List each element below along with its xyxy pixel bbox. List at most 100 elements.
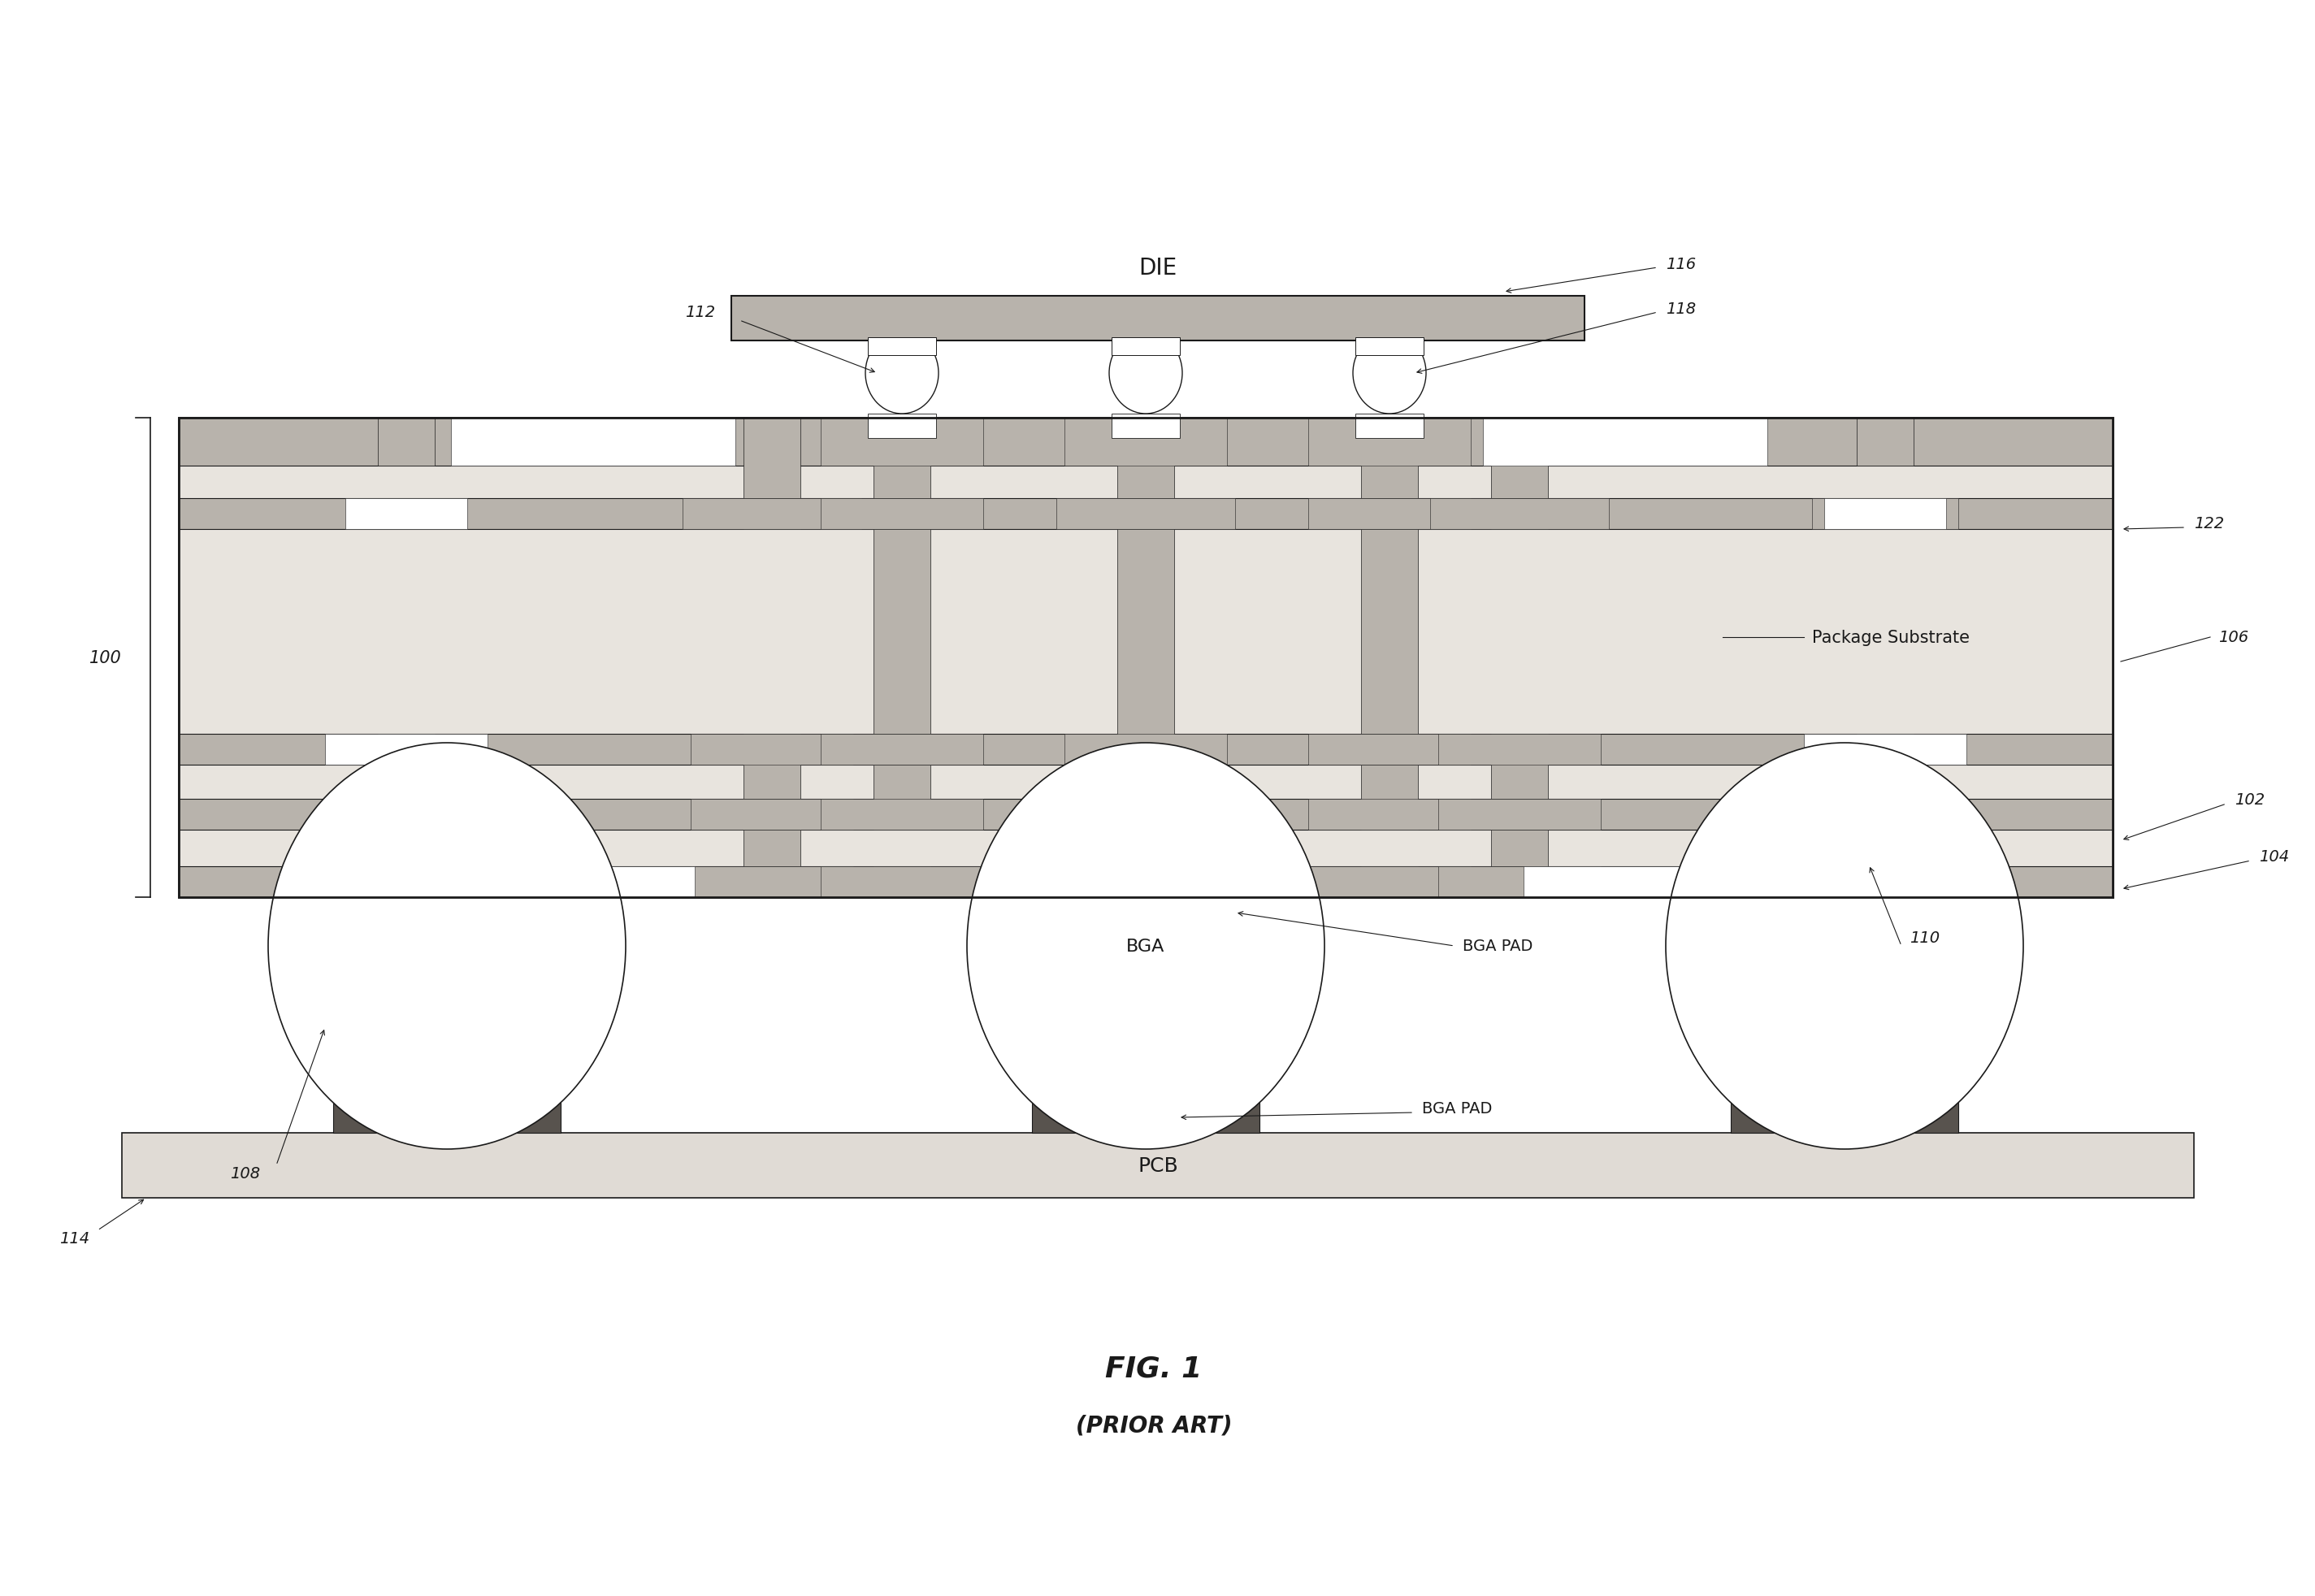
Bar xyxy=(1803,734,1965,764)
Bar xyxy=(868,415,935,439)
Bar xyxy=(377,418,435,466)
Ellipse shape xyxy=(1667,744,2023,1149)
Bar xyxy=(1065,418,1227,466)
Bar xyxy=(1857,418,1915,466)
Bar xyxy=(178,418,2114,466)
Bar xyxy=(1491,498,1549,530)
Bar xyxy=(178,418,2114,897)
Bar xyxy=(1361,418,1417,498)
Bar xyxy=(743,418,801,498)
Text: BGA PAD: BGA PAD xyxy=(1463,938,1533,954)
Text: 116: 116 xyxy=(1667,257,1697,271)
Ellipse shape xyxy=(1109,334,1183,415)
Bar xyxy=(1732,897,1958,929)
Bar xyxy=(1118,800,1174,867)
Bar xyxy=(333,897,560,929)
Bar xyxy=(822,800,984,830)
Bar xyxy=(1438,867,1600,897)
Text: (PRIOR ART): (PRIOR ART) xyxy=(1076,1414,1232,1436)
Bar xyxy=(1354,415,1424,439)
Bar xyxy=(377,867,435,897)
Bar xyxy=(1111,338,1181,356)
Bar xyxy=(1308,867,1470,897)
Bar xyxy=(1857,800,1915,830)
Ellipse shape xyxy=(269,744,625,1149)
Bar xyxy=(324,867,488,897)
Bar xyxy=(491,867,694,897)
Bar xyxy=(178,466,2114,498)
Text: 102: 102 xyxy=(2234,792,2264,808)
Text: 106: 106 xyxy=(2218,630,2248,645)
Bar xyxy=(1803,867,1965,897)
Bar xyxy=(743,734,801,800)
Bar xyxy=(1484,418,1766,466)
Bar xyxy=(743,830,801,867)
Bar xyxy=(178,867,2114,897)
Bar xyxy=(333,1103,560,1133)
Bar xyxy=(1824,498,1947,530)
Bar xyxy=(1857,867,1915,897)
Bar xyxy=(743,498,801,530)
Bar xyxy=(822,734,984,764)
Bar xyxy=(1732,1103,1958,1133)
Bar xyxy=(873,867,931,897)
Bar xyxy=(822,418,984,466)
Bar xyxy=(1111,415,1181,439)
Bar xyxy=(1118,418,1174,498)
Bar xyxy=(178,498,2114,530)
Bar xyxy=(690,734,854,764)
Text: 112: 112 xyxy=(685,305,715,321)
Bar xyxy=(1032,1103,1259,1133)
Text: DIE: DIE xyxy=(1139,257,1176,279)
Bar xyxy=(1857,734,1915,764)
Bar xyxy=(1431,498,1609,530)
Text: 114: 114 xyxy=(60,1231,90,1246)
Bar xyxy=(178,830,2114,867)
Bar xyxy=(377,734,435,764)
Bar xyxy=(822,867,984,897)
Bar xyxy=(1118,867,1174,897)
Text: FIG. 1: FIG. 1 xyxy=(1104,1355,1201,1382)
Bar xyxy=(377,800,435,830)
Bar xyxy=(324,800,488,830)
Bar xyxy=(1491,418,1549,498)
Bar xyxy=(873,764,931,830)
Bar xyxy=(1308,498,1470,530)
Bar xyxy=(178,418,2114,897)
Bar xyxy=(1361,867,1417,897)
Bar xyxy=(873,530,931,734)
Bar xyxy=(178,800,2114,830)
Bar xyxy=(873,418,931,498)
Bar xyxy=(324,734,488,764)
Bar xyxy=(345,498,468,530)
Bar xyxy=(1118,530,1174,764)
Bar xyxy=(178,734,2114,764)
Bar xyxy=(123,1133,2195,1199)
Bar xyxy=(1803,800,1965,830)
Bar xyxy=(1065,867,1227,897)
Text: BGA: BGA xyxy=(1127,938,1164,954)
Ellipse shape xyxy=(968,744,1324,1149)
Bar xyxy=(1032,897,1259,929)
Ellipse shape xyxy=(866,334,938,415)
Bar xyxy=(1308,418,1470,466)
Bar xyxy=(1491,734,1549,800)
Bar xyxy=(868,338,935,356)
Bar xyxy=(1354,338,1424,356)
Bar xyxy=(1065,800,1227,830)
Text: 118: 118 xyxy=(1667,302,1697,316)
Bar xyxy=(1065,734,1227,764)
Bar xyxy=(1308,734,1470,764)
Text: 104: 104 xyxy=(2259,849,2290,865)
Bar xyxy=(1523,867,1727,897)
Text: 100: 100 xyxy=(90,650,123,666)
Bar xyxy=(690,867,854,897)
Bar xyxy=(822,498,984,530)
Bar xyxy=(1361,530,1417,734)
Text: 122: 122 xyxy=(2195,516,2225,531)
Text: Package Substrate: Package Substrate xyxy=(1813,629,1970,646)
Text: PCB: PCB xyxy=(1137,1156,1178,1175)
Bar xyxy=(1361,764,1417,830)
Bar xyxy=(1491,830,1549,867)
Bar xyxy=(683,498,861,530)
